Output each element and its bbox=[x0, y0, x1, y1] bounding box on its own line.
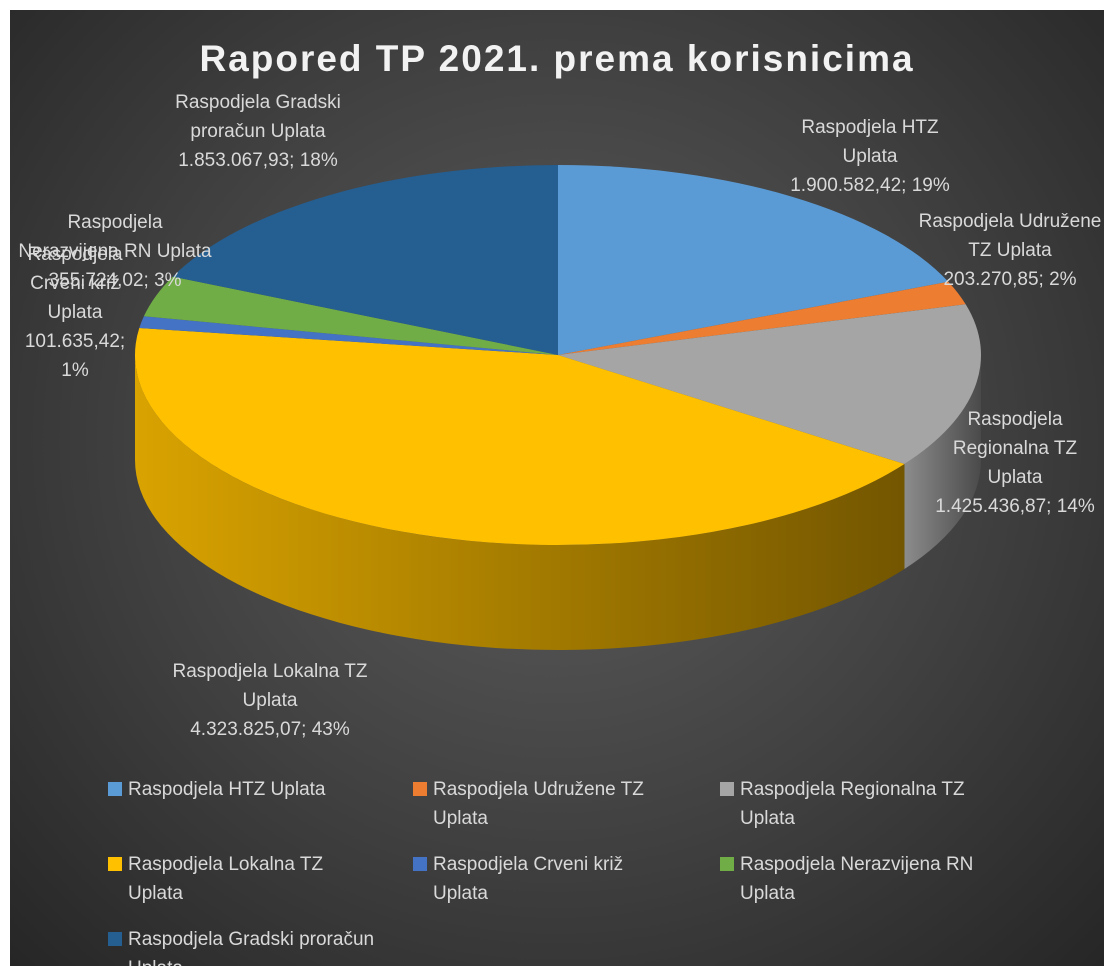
data-label-value: 4.323.825,07; 43% bbox=[190, 719, 350, 740]
chart-title: Rapored TP 2021. prema korisnicima bbox=[199, 38, 915, 79]
data-label-category: Raspodjela Lokalna TZ Uplata bbox=[172, 661, 368, 711]
legend-swatch bbox=[413, 782, 427, 796]
slice-side bbox=[904, 355, 981, 570]
legend-item: Raspodjela Regionalna TZ Uplata bbox=[720, 775, 1010, 835]
pie-slice bbox=[143, 276, 559, 355]
legend-item: Raspodjela HTZ Uplata bbox=[108, 775, 398, 835]
legend-swatch bbox=[108, 932, 122, 946]
pie-slice bbox=[134, 328, 905, 546]
data-label: Raspodjela Crveni križ Uplata 101.635,42;… bbox=[10, 240, 140, 385]
legend-item: Raspodjela Crveni križ Uplata bbox=[413, 850, 703, 910]
data-label-category: Raspodjela Crveni križ Uplata bbox=[27, 244, 123, 323]
data-label: Raspodjela Regionalna TZ Uplata 1.425.436… bbox=[925, 405, 1104, 521]
legend-swatch bbox=[108, 782, 122, 796]
pie-slice bbox=[558, 165, 949, 355]
pie-slice bbox=[558, 281, 966, 355]
data-label-value: 1.900.582,42; 19% bbox=[790, 175, 950, 196]
legend-label: Raspodjela Udružene TZ Uplata bbox=[433, 779, 644, 829]
legend-swatch bbox=[720, 782, 734, 796]
pie-slice bbox=[172, 165, 559, 355]
legend-item: Raspodjela Lokalna TZ Uplata bbox=[108, 850, 398, 910]
legend-label: Raspodjela Nerazvijena RN Uplata bbox=[740, 854, 974, 904]
data-label-value: 203.270,85; 2% bbox=[943, 269, 1077, 290]
legend-label: Raspodjela HTZ Uplata bbox=[128, 779, 326, 800]
data-label-category: Raspodjela HTZ Uplata bbox=[801, 117, 939, 167]
legend-label: Raspodjela Gradski proračun Uplata bbox=[128, 929, 375, 966]
slice-side bbox=[135, 355, 905, 650]
data-label-category: Raspodjela Gradski proračun Uplata bbox=[175, 92, 341, 142]
data-label-value: 1.425.436,87; 14% bbox=[935, 496, 1095, 517]
chart: Rapored TP 2021. prema korisnicima Raspo… bbox=[10, 10, 1104, 966]
legend-item: Raspodjela Nerazvijena RN Uplata bbox=[720, 850, 1010, 910]
data-label: Raspodjela Udružene TZ Uplata 203.270,85;… bbox=[915, 207, 1104, 294]
legend-label: Raspodjela Lokalna TZ Uplata bbox=[128, 854, 324, 904]
pie-tops bbox=[134, 165, 982, 546]
pie-slice bbox=[558, 304, 982, 465]
legend-label: Raspodjela Regionalna TZ Uplata bbox=[740, 779, 965, 829]
pie-sides bbox=[135, 355, 981, 650]
data-label-value: 1.853.067,93; 18% bbox=[178, 150, 338, 171]
legend-label: Raspodjela Crveni križ Uplata bbox=[433, 854, 624, 904]
data-label-value: 101.635,42; 1% bbox=[24, 331, 126, 381]
data-label-value: 355.724,02; 3% bbox=[48, 270, 182, 291]
data-label: Raspodjela Gradski proračun Uplata 1.853.… bbox=[153, 88, 363, 175]
legend-item: Raspodjela Udružene TZ Uplata bbox=[413, 775, 703, 835]
pie-slice bbox=[139, 316, 559, 355]
data-label-category: Raspodjela Regionalna TZ Uplata bbox=[952, 409, 1078, 488]
legend-swatch bbox=[720, 857, 734, 871]
data-label-category: Raspodjela Udružene TZ Uplata bbox=[918, 211, 1102, 261]
data-label: Raspodjela Nerazvijena RN Uplata 355.724,… bbox=[15, 208, 215, 295]
data-label-category: Raspodjela Nerazvijena RN Uplata bbox=[18, 212, 212, 262]
legend-swatch bbox=[413, 857, 427, 871]
data-label: Raspodjela HTZ Uplata 1.900.582,42; 19% bbox=[780, 113, 960, 200]
legend-swatch bbox=[108, 857, 122, 871]
legend-item: Raspodjela Gradski proračun Uplata bbox=[108, 925, 398, 966]
data-label: Raspodjela Lokalna TZ Uplata 4.323.825,07… bbox=[170, 657, 370, 744]
pie-canvas bbox=[134, 165, 982, 650]
